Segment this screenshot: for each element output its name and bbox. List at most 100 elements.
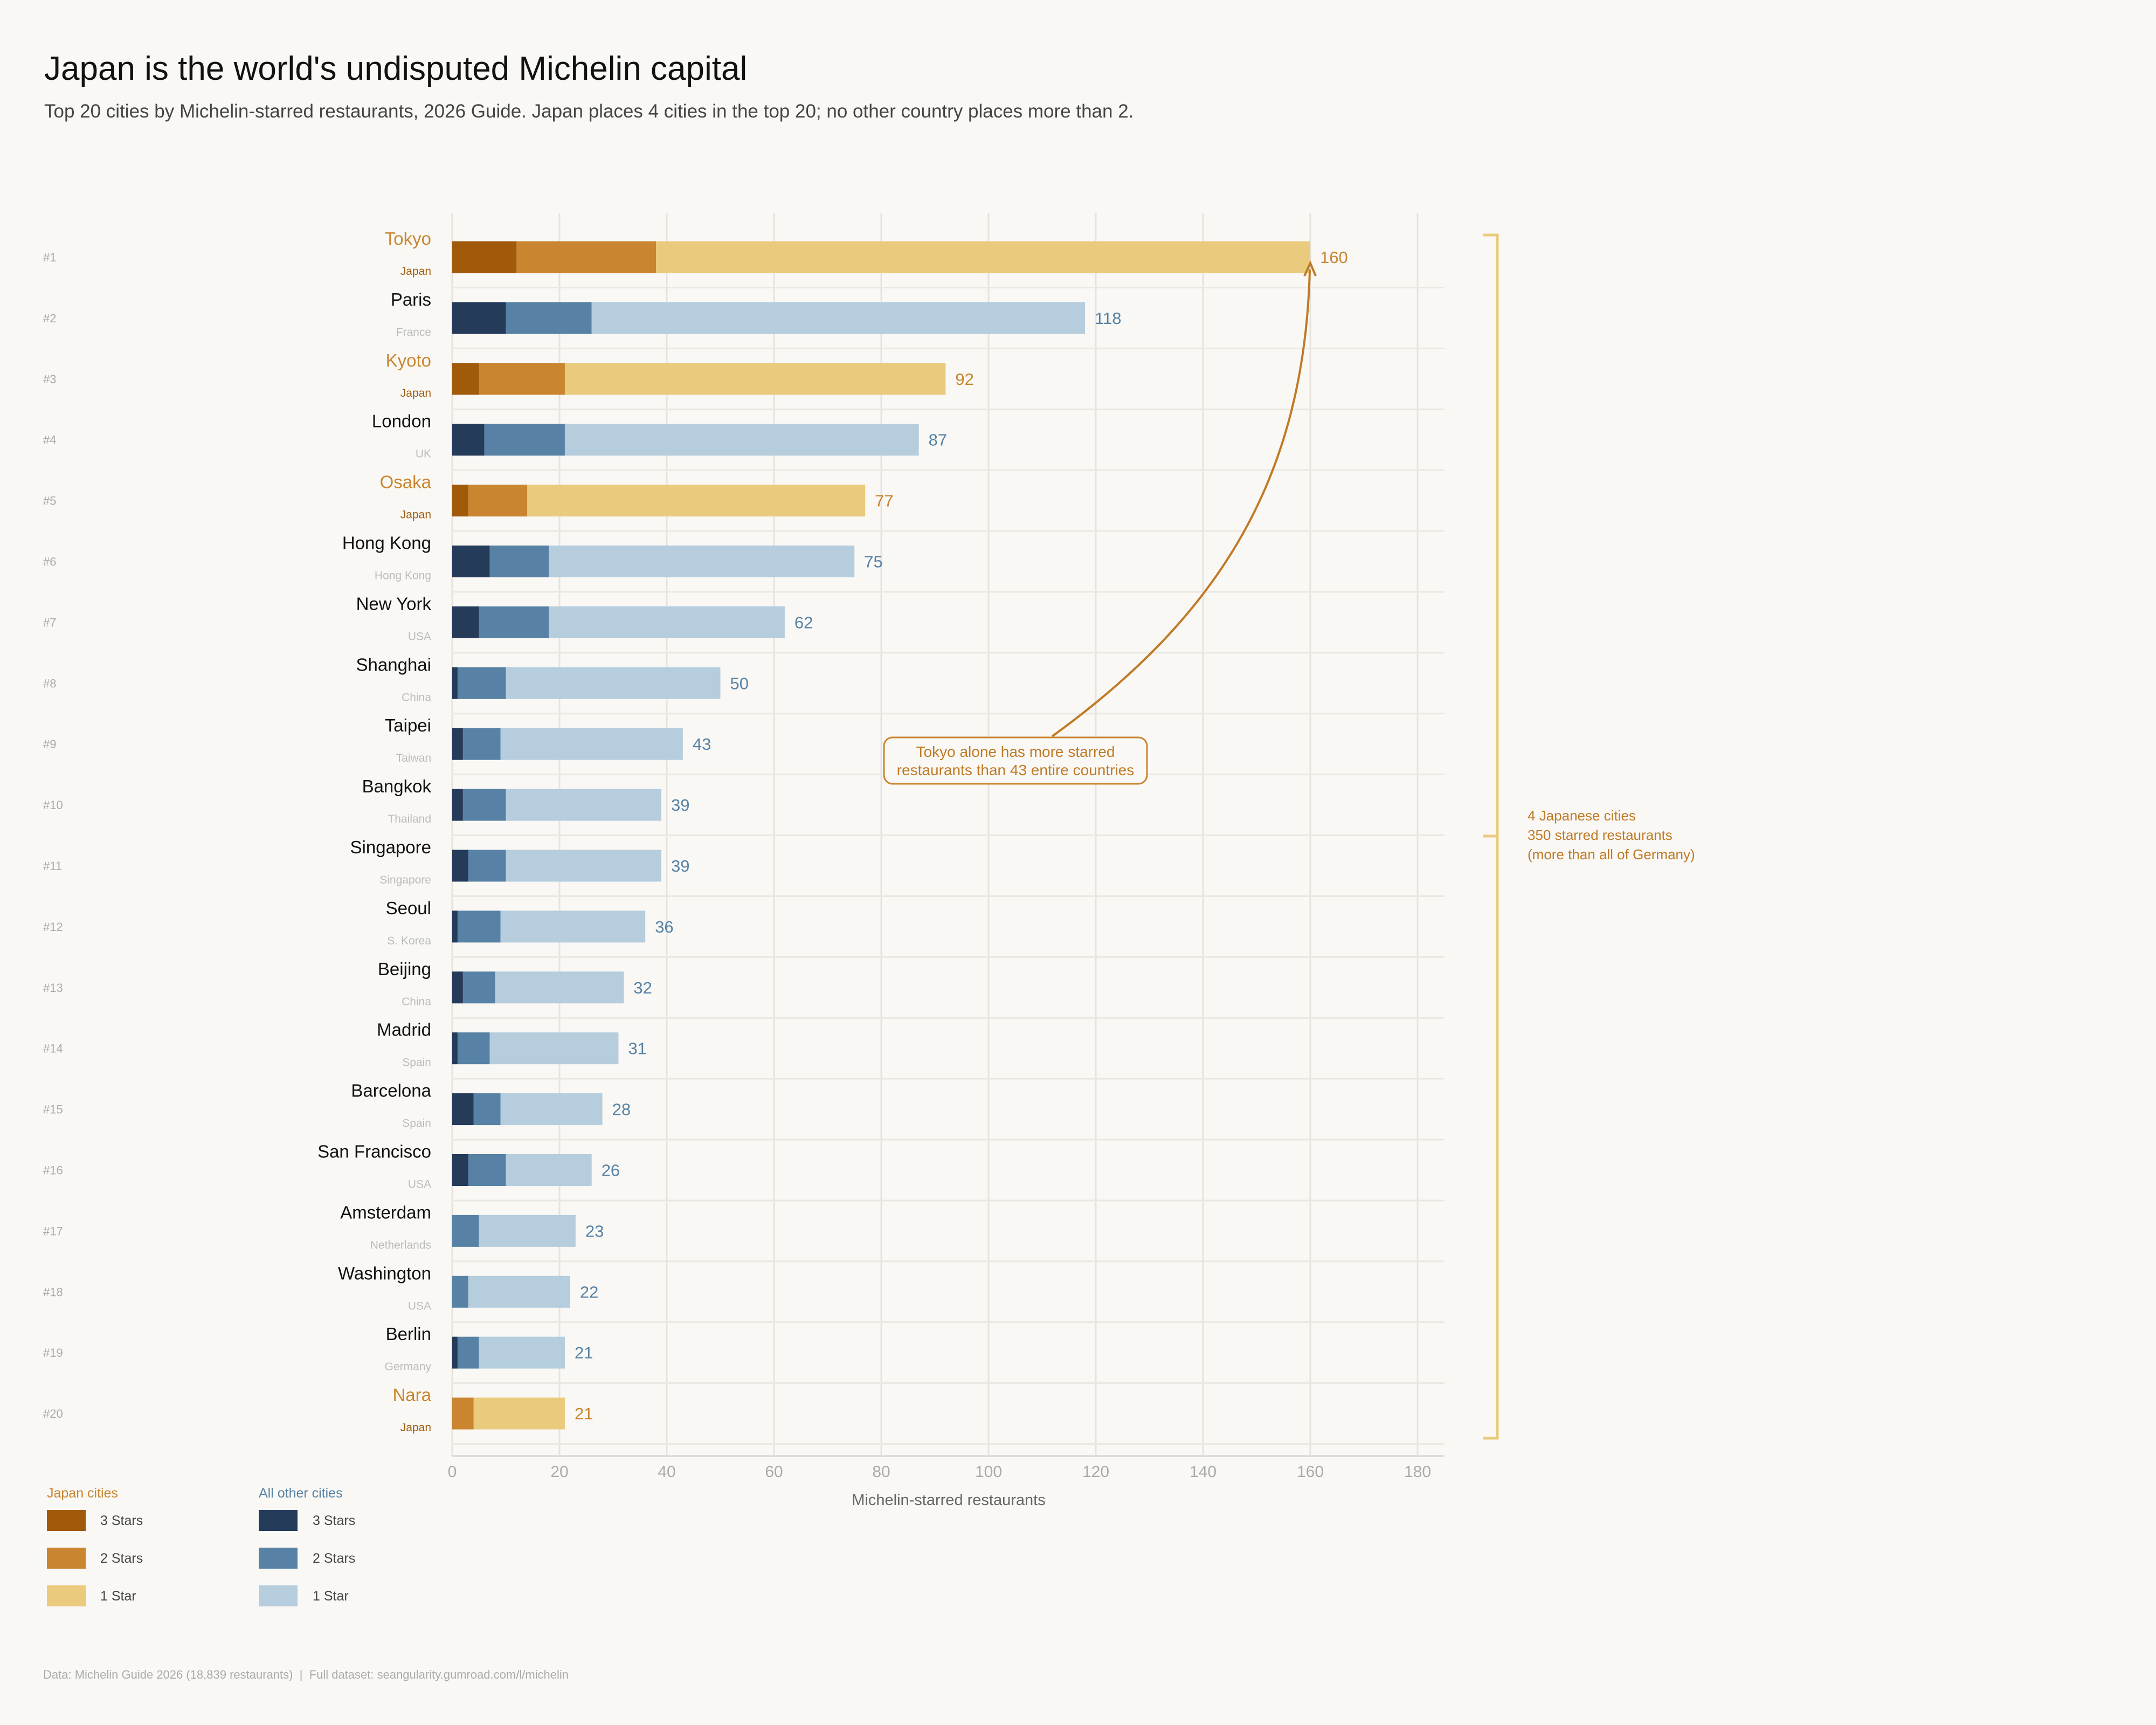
bar-segment-2-stars [516, 241, 657, 273]
bar-segment-2-stars [457, 1032, 490, 1065]
city-label: Amsterdam [340, 1202, 431, 1222]
bar-segment-2-stars [457, 910, 501, 943]
arrow-head-icon [1303, 260, 1317, 277]
annotation-line-1: Tokyo alone has more starred [916, 743, 1115, 760]
city-label: San Francisco [317, 1142, 431, 1162]
x-tick-label: 160 [1297, 1463, 1324, 1481]
country-label: Thailand [388, 813, 431, 825]
bar-segment-1-star [473, 1397, 565, 1430]
legend-label-japan-2: 2 Stars [100, 1551, 143, 1566]
x-tick-label: 140 [1190, 1463, 1217, 1481]
bar-segment-1-star [479, 1336, 565, 1369]
total-value-label: 28 [612, 1100, 631, 1119]
total-value-label: 21 [575, 1343, 593, 1362]
legend-swatch-other-2 [259, 1548, 298, 1569]
rank-label: #3 [43, 372, 56, 386]
bar-segment-2-stars [479, 606, 549, 638]
bar-segment-1-star [549, 606, 785, 638]
bar-segment-3-stars [452, 424, 485, 456]
total-value-label: 43 [693, 735, 711, 754]
bar-segment-1-star [495, 971, 624, 1004]
x-tick-label: 80 [872, 1463, 890, 1481]
x-tick-label: 100 [975, 1463, 1002, 1481]
rank-label: #4 [43, 433, 56, 447]
rank-label: #8 [43, 677, 56, 690]
x-tick-label: 120 [1082, 1463, 1109, 1481]
bar-segment-3-stars [452, 1154, 468, 1186]
total-value-label: 75 [864, 553, 882, 571]
bar-segment-1-star [564, 363, 946, 395]
rank-label: #10 [43, 798, 63, 812]
x-axis: 0 20 40 60 80 100 120 140 160 180 [448, 1455, 1445, 1481]
city-label: Nara [392, 1385, 431, 1405]
total-value-label: 118 [1095, 309, 1121, 328]
legend-swatch-japan-2 [47, 1548, 86, 1569]
bar-segment-3-stars [452, 1336, 458, 1369]
bar-segment-2-stars [457, 1336, 479, 1369]
bar-segment-3-stars [452, 1032, 458, 1065]
legend: Japan cities All other cities 3 Stars 2 … [47, 1486, 355, 1606]
rank-label: #2 [43, 312, 56, 325]
bar-segment-1-star [489, 1032, 619, 1065]
city-label: Bangkok [362, 776, 432, 796]
legend-label-japan-1: 1 Star [100, 1589, 136, 1604]
city-label: Berlin [386, 1324, 431, 1344]
city-label: Shanghai [356, 654, 431, 674]
total-value-label: 39 [671, 857, 689, 875]
total-value-label: 39 [671, 796, 689, 815]
x-axis-label: Michelin-starred restaurants [852, 1492, 1045, 1509]
annotation-arrow [1051, 269, 1311, 737]
bar-segment-2-stars [462, 728, 501, 760]
country-label: Japan [400, 387, 431, 399]
grid [451, 213, 1419, 1456]
x-tick-label: 40 [658, 1463, 675, 1481]
bar-row: #2 Paris France 118 [43, 289, 1445, 349]
legend-swatch-other-1 [259, 1585, 298, 1606]
rank-label: #7 [43, 616, 56, 629]
total-value-label: 32 [633, 978, 652, 997]
bar-segment-1-star [591, 302, 1086, 334]
bar-segment-3-stars [452, 302, 506, 334]
rank-label: #13 [43, 981, 63, 995]
rank-label: #1 [43, 251, 56, 264]
bar-segment-2-stars [462, 789, 506, 821]
bar-segment-3-stars [452, 728, 463, 760]
bar-row: #16 San Francisco USA 26 [43, 1142, 1445, 1202]
country-label: China [402, 691, 431, 703]
legend-label-japan-3: 3 Stars [100, 1513, 143, 1528]
chart-subtitle: Top 20 cities by Michelin-starred restau… [44, 101, 1134, 122]
country-label: France [396, 326, 431, 339]
total-value-label: 92 [955, 370, 973, 389]
annotation: Tokyo alone has more starred restaurants… [883, 260, 1317, 785]
rank-label: #11 [43, 859, 62, 873]
bar-segment-3-stars [452, 667, 458, 699]
city-label: London [372, 411, 431, 431]
bar-segment-1-star [506, 1154, 592, 1186]
total-value-label: 160 [1320, 248, 1348, 267]
legend-swatch-japan-1 [47, 1585, 86, 1606]
bar-segment-1-star [506, 789, 662, 821]
bar-segment-3-stars [452, 485, 468, 517]
bar-segment-2-stars [468, 850, 506, 882]
legend-swatch-japan-3 [47, 1510, 86, 1531]
rank-label: #19 [43, 1346, 63, 1360]
x-tick-label: 0 [448, 1463, 457, 1481]
country-label: Spain [402, 1117, 431, 1130]
bar-segment-2-stars [462, 971, 495, 1004]
bar-segment-1-star [500, 910, 646, 943]
bar-segment-3-stars [452, 546, 490, 577]
legend-other-title: All other cities [259, 1486, 343, 1501]
city-label: Singapore [350, 837, 431, 857]
bar-segment-2-stars [479, 363, 565, 395]
country-label: China [402, 996, 431, 1008]
city-label: Osaka [380, 472, 432, 492]
city-label: New York [356, 594, 432, 613]
country-label: S. Korea [387, 935, 431, 947]
rank-label: #6 [43, 555, 56, 569]
city-label: Tokyo [385, 229, 431, 249]
total-value-label: 36 [655, 917, 673, 936]
bar-row: #7 New York USA 62 [43, 594, 1445, 654]
bar-segment-2-stars [489, 546, 549, 577]
country-label: Japan [400, 509, 431, 521]
